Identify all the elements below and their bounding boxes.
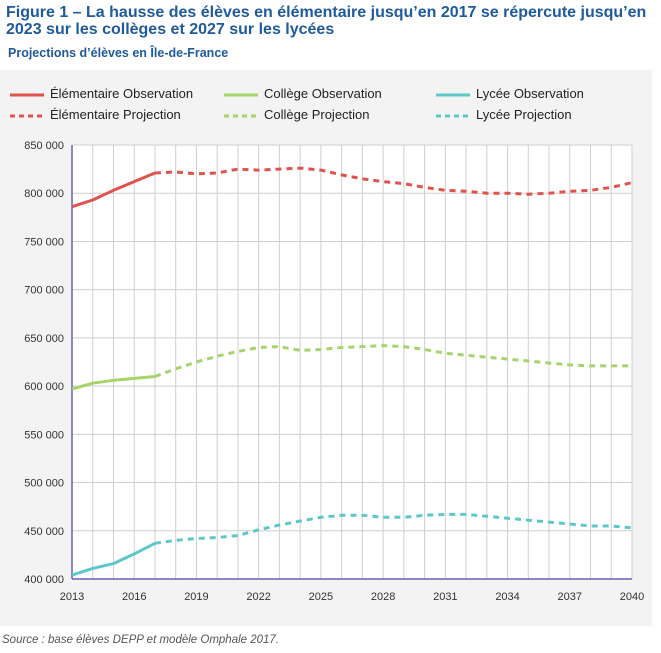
line-chart: 400 000 450 000 500 000 550 000 600 000 650 0…: [24, 140, 644, 603]
chart-panel: Élémentaire Observation Élémentaire Proj…: [0, 70, 652, 626]
series-line-elementaire-observation: [71, 171, 156, 209]
x-tick-label: 2016: [122, 591, 146, 603]
y-tick-label: 800 000: [24, 188, 64, 200]
x-tick-label: 2028: [371, 591, 395, 603]
x-tick-label: 2034: [495, 591, 519, 603]
x-tick-label: 2025: [309, 591, 333, 603]
chart-legend: Élémentaire Observation Élémentaire Proj…: [0, 70, 652, 122]
y-tick-label: 850 000: [24, 140, 64, 152]
legend-label: Lycée Projection: [476, 107, 572, 122]
series-line-college-observation: [71, 375, 156, 391]
legend-label: Élémentaire Observation: [50, 86, 194, 101]
y-tick-label: 500 000: [24, 478, 64, 490]
series-line-elementaire-projection: [154, 166, 633, 196]
x-tick-label: 2031: [433, 591, 457, 603]
legend-label: Collège Projection: [264, 107, 370, 122]
x-tick-label: 2022: [246, 591, 270, 603]
x-tick-label: 2013: [60, 591, 84, 603]
y-tick-label: 450 000: [24, 526, 64, 538]
y-tick-label: 750 000: [24, 236, 64, 248]
figure-title: Figure 1 – La hausse des élèves en éléme…: [6, 4, 647, 38]
series-line-lycee-observation: [71, 541, 156, 577]
y-tick-label: 400 000: [24, 574, 64, 586]
legend-label: Lycée Observation: [476, 86, 584, 101]
y-tick-label: 550 000: [24, 429, 64, 441]
figure-subtitle: Projections d’élèves en Île-de-France: [8, 46, 229, 60]
source-note: Source : base élèves DEPP et modèle Omph…: [2, 634, 280, 646]
x-tick-label: 2037: [558, 591, 582, 603]
legend-label: Élémentaire Projection: [50, 107, 181, 122]
x-tick-label: 2019: [184, 591, 208, 603]
series-line-college-projection: [154, 344, 632, 378]
y-tick-label: 600 000: [24, 381, 64, 393]
series-line-lycee-projection: [154, 512, 633, 545]
y-tick-label: 650 000: [24, 333, 64, 345]
y-tick-label: 700 000: [24, 285, 64, 297]
x-tick-label: 2040: [620, 591, 644, 603]
legend-label: Collège Observation: [264, 86, 382, 101]
